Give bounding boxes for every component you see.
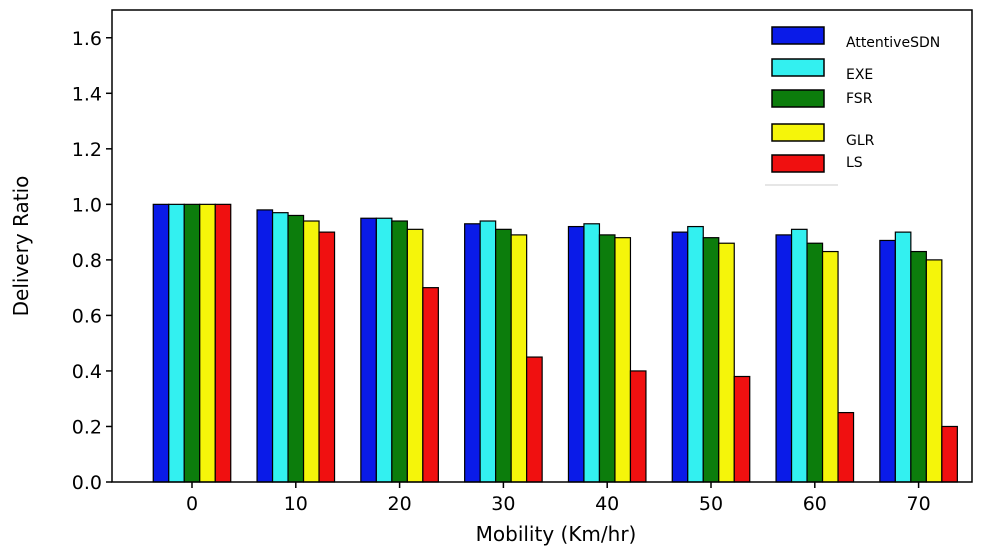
bar-glr-60 <box>821 250 839 483</box>
bar-exe-60 <box>790 228 808 483</box>
bar-fsr-60 <box>806 242 824 483</box>
x-tick-label: 10 <box>284 493 308 515</box>
bar-glr-20 <box>406 228 424 483</box>
bar-ls-50 <box>733 375 751 483</box>
bar-exe-70 <box>894 231 912 483</box>
bar-fsr-10 <box>287 214 305 483</box>
y-tick-label: 0.2 <box>72 416 102 438</box>
bar-fsr-0 <box>183 203 201 483</box>
bar-exe-10 <box>271 212 289 483</box>
bar-exe-20 <box>375 217 393 483</box>
bar-ls-10 <box>318 231 336 483</box>
plot-frame <box>111 9 973 483</box>
bar-exe-30 <box>479 220 497 483</box>
bar-fsr-40 <box>598 234 616 483</box>
bar-glr-10 <box>302 220 320 483</box>
legend-label-exe: EXE <box>846 67 873 83</box>
legend-label-ls: LS <box>846 155 863 171</box>
bar-glr-30 <box>510 234 528 483</box>
x-tick-label: 50 <box>699 493 723 515</box>
bar-glr-50 <box>718 242 735 483</box>
legend-swatch-exe <box>771 58 825 77</box>
x-tick-label: 70 <box>907 493 931 515</box>
x-axis: 0 10 20 30 40 50 60 70 <box>186 482 931 515</box>
legend-swatch-ls <box>771 154 825 173</box>
bar-attentivesdn-10 <box>256 209 274 483</box>
bar-exe-40 <box>583 223 601 483</box>
bar-ls-20 <box>422 287 439 483</box>
x-axis-label: Mobility (Km/hr) <box>476 522 637 546</box>
bar-attentivesdn-40 <box>567 225 585 483</box>
legend-label-attentivesdn: AttentiveSDN <box>846 35 940 51</box>
legend: AttentiveSDN EXE FSR GLR LS <box>765 26 940 186</box>
bar-attentivesdn-30 <box>464 223 481 483</box>
legend-label-fsr: FSR <box>846 91 873 107</box>
bar-ls-40 <box>629 370 647 483</box>
bar-attentivesdn-20 <box>360 217 377 483</box>
y-axis: 0.0 0.2 0.4 0.6 0.8 1.0 1.2 1.4 1.6 <box>72 28 112 494</box>
y-tick-label: 1.4 <box>72 83 102 105</box>
y-tick-label: 1.0 <box>72 194 102 216</box>
bar-fsr-20 <box>391 220 408 483</box>
bar-ls-0 <box>214 203 232 483</box>
y-tick-label: 1.2 <box>72 139 102 161</box>
bar-attentivesdn-0 <box>152 203 170 483</box>
bars-layer <box>152 203 958 483</box>
legend-swatch-attentivesdn <box>771 26 825 45</box>
x-tick-label: 30 <box>491 493 515 515</box>
bar-attentivesdn-50 <box>671 231 689 483</box>
x-tick-label: 60 <box>803 493 827 515</box>
bar-attentivesdn-70 <box>879 239 896 483</box>
bar-attentivesdn-60 <box>775 234 793 483</box>
bar-ls-70 <box>941 425 958 483</box>
bar-ls-60 <box>837 411 855 483</box>
legend-swatch-fsr <box>771 89 825 108</box>
legend-label-glr: GLR <box>846 133 875 149</box>
x-tick-label: 40 <box>595 493 619 515</box>
y-axis-label: Delivery Ratio <box>9 176 33 317</box>
bar-exe-0 <box>168 203 185 483</box>
bar-glr-70 <box>925 259 943 483</box>
bar-exe-50 <box>687 225 704 483</box>
y-tick-label: 1.6 <box>72 28 102 50</box>
y-tick-label: 0.4 <box>72 361 102 383</box>
bar-fsr-50 <box>702 237 720 483</box>
x-tick-label: 20 <box>388 493 412 515</box>
x-tick-label: 0 <box>186 493 198 515</box>
y-tick-label: 0.0 <box>72 472 102 494</box>
bar-fsr-70 <box>910 250 927 483</box>
y-tick-label: 0.8 <box>72 250 102 272</box>
y-tick-label: 0.6 <box>72 305 102 327</box>
bar-glr-40 <box>614 237 632 483</box>
bar-fsr-30 <box>495 228 512 483</box>
bar-ls-30 <box>526 356 543 483</box>
legend-swatch-glr <box>771 123 825 142</box>
bar-glr-0 <box>199 203 216 483</box>
